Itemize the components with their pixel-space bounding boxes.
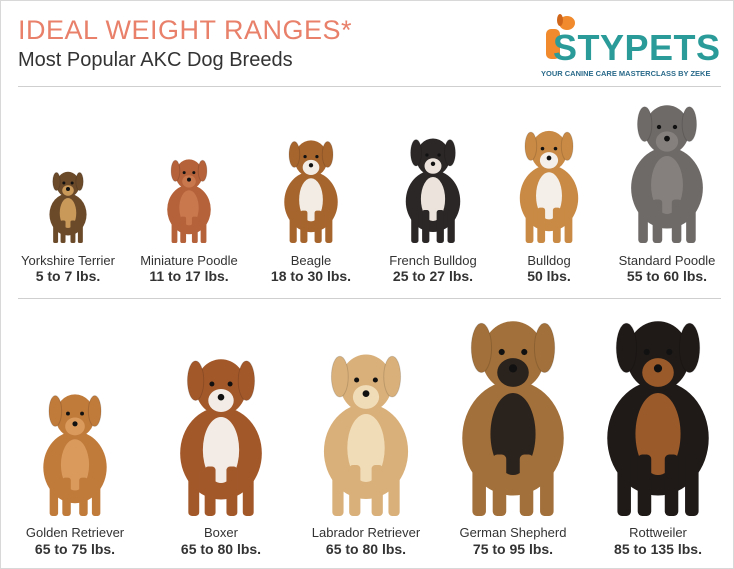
dog-illustration [631, 105, 703, 243]
breed-name: Miniature Poodle [140, 253, 238, 268]
breed-name: Golden Retriever [25, 525, 125, 540]
title: IDEAL WEIGHT RANGES* [18, 15, 353, 45]
divider [18, 86, 721, 87]
breed-name: Rottweiler [629, 525, 687, 540]
dog-illustration [167, 159, 211, 243]
breed-weight: 18 to 30 lbs. [270, 268, 352, 284]
breed-name: German Shepherd [459, 525, 567, 540]
breed-weight: 11 to 17 lbs. [149, 268, 229, 284]
logo-tagline: YOUR CANINE CARE MASTERCLASS BY ZEKE [541, 69, 711, 78]
breed-weight: 55 to 60 lbs. [626, 268, 708, 284]
breed-weight: 65 to 75 lbs. [34, 541, 116, 557]
dog-illustration [607, 321, 709, 516]
dog-illustration [284, 140, 338, 243]
dog-illustration [405, 138, 461, 243]
logo-icon [546, 14, 575, 59]
breed-name: French Bulldog [389, 253, 477, 268]
breed-name: Beagle [290, 253, 332, 268]
breed-name: Yorkshire Terrier [21, 253, 115, 268]
dog-illustration [49, 171, 87, 243]
breed-name: Boxer [204, 525, 238, 540]
dog-illustration [43, 394, 107, 516]
breed-weight: 65 to 80 lbs. [180, 541, 262, 557]
breed-name: Labrador Retriever [311, 525, 421, 540]
breed-weight: 75 to 95 lbs. [472, 541, 554, 557]
divider [18, 298, 721, 299]
logo-brand: STYPETS [553, 27, 721, 68]
breed-name: Bulldog [527, 253, 571, 268]
subtitle: Most Popular AKC Dog Breeds [18, 49, 293, 71]
breed-weight: 25 to 27 lbs. [392, 268, 474, 284]
dog-illustration [180, 359, 262, 516]
breed-name: Standard Poodle [618, 253, 716, 268]
dog-illustration [462, 321, 564, 516]
breed-weight: 5 to 7 lbs. [35, 268, 101, 284]
breed-weight: 65 to 80 lbs. [325, 541, 407, 557]
dog-illustration [323, 354, 409, 516]
breed-weight: 85 to 135 lbs. [614, 541, 702, 557]
dog-illustration [519, 130, 579, 243]
breed-weight: 50 lbs. [527, 268, 571, 284]
